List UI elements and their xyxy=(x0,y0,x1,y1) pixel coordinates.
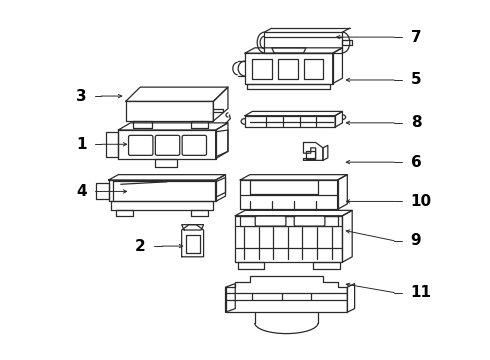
Polygon shape xyxy=(278,59,297,79)
Polygon shape xyxy=(245,53,333,84)
Polygon shape xyxy=(303,143,323,160)
Polygon shape xyxy=(333,48,343,84)
Polygon shape xyxy=(235,216,343,262)
Polygon shape xyxy=(252,59,272,79)
Polygon shape xyxy=(343,210,352,262)
Polygon shape xyxy=(111,202,213,210)
Polygon shape xyxy=(213,87,228,121)
Polygon shape xyxy=(313,262,340,269)
FancyBboxPatch shape xyxy=(182,135,206,156)
Polygon shape xyxy=(304,59,323,79)
Text: 6: 6 xyxy=(411,155,421,170)
Text: 11: 11 xyxy=(411,285,432,300)
Text: 4: 4 xyxy=(76,184,87,199)
Text: 3: 3 xyxy=(76,89,87,104)
Polygon shape xyxy=(133,121,152,128)
Polygon shape xyxy=(125,102,213,121)
Text: 5: 5 xyxy=(411,72,421,87)
Text: 7: 7 xyxy=(411,30,421,45)
Polygon shape xyxy=(240,180,338,209)
Text: 9: 9 xyxy=(411,233,421,248)
Polygon shape xyxy=(125,87,228,102)
Polygon shape xyxy=(343,40,352,45)
Polygon shape xyxy=(225,276,347,312)
Polygon shape xyxy=(238,262,265,269)
Polygon shape xyxy=(240,175,347,180)
Polygon shape xyxy=(216,130,228,157)
Polygon shape xyxy=(335,111,343,127)
Polygon shape xyxy=(118,123,228,130)
Polygon shape xyxy=(182,225,203,230)
FancyBboxPatch shape xyxy=(128,135,153,156)
Polygon shape xyxy=(97,183,109,199)
Polygon shape xyxy=(265,32,343,53)
Polygon shape xyxy=(338,175,347,209)
Polygon shape xyxy=(245,111,343,116)
Polygon shape xyxy=(109,175,225,180)
Polygon shape xyxy=(186,235,200,253)
Polygon shape xyxy=(106,132,118,157)
Polygon shape xyxy=(118,130,216,158)
Polygon shape xyxy=(245,48,343,53)
Polygon shape xyxy=(216,177,225,197)
Polygon shape xyxy=(192,210,208,216)
Polygon shape xyxy=(182,225,203,257)
Polygon shape xyxy=(116,210,133,216)
FancyBboxPatch shape xyxy=(294,216,325,226)
Polygon shape xyxy=(235,210,352,216)
Polygon shape xyxy=(272,48,306,53)
FancyBboxPatch shape xyxy=(155,135,180,156)
Polygon shape xyxy=(109,180,216,202)
Polygon shape xyxy=(240,216,338,226)
Polygon shape xyxy=(192,121,208,128)
Text: 1: 1 xyxy=(76,137,87,152)
Polygon shape xyxy=(245,116,335,127)
Text: 2: 2 xyxy=(134,239,145,253)
Polygon shape xyxy=(155,158,177,167)
Polygon shape xyxy=(247,84,330,89)
Polygon shape xyxy=(216,123,228,158)
Text: 10: 10 xyxy=(411,194,432,209)
Text: 8: 8 xyxy=(411,115,421,130)
Polygon shape xyxy=(216,175,225,202)
Polygon shape xyxy=(250,180,318,194)
FancyBboxPatch shape xyxy=(255,216,286,226)
